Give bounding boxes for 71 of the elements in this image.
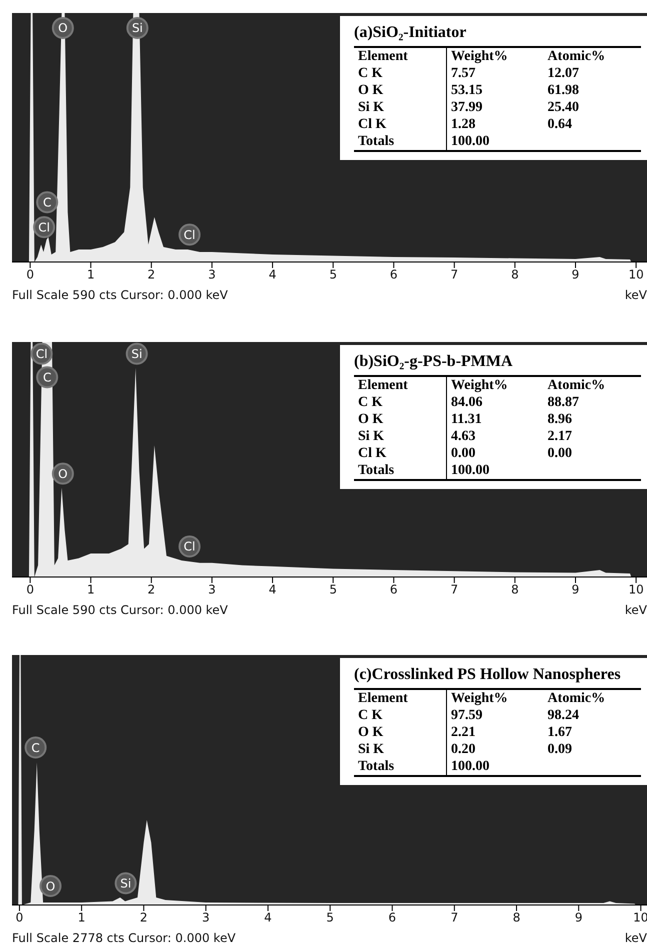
x-tick-label: 3 (208, 268, 216, 282)
x-tick-label: 0 (26, 582, 34, 597)
annotation: Cl (184, 228, 196, 242)
text: Element Weight% Atomic% (358, 49, 606, 64)
text: Totals 100.00 (358, 463, 490, 478)
x-tick-label: 10 (628, 268, 644, 282)
x-tick-label: 8 (511, 268, 519, 282)
x-tick-label: 6 (390, 268, 398, 282)
text: C K 97.59 98.24 (358, 708, 580, 723)
text: C K 7.57 12.07 (358, 66, 580, 81)
annotation: O (58, 21, 68, 36)
x-tick-label: 6 (390, 582, 398, 597)
text: O K 53.15 61.98 (358, 83, 580, 98)
x-tick-label: 7 (450, 268, 458, 282)
x-tick-label: 3 (208, 582, 216, 597)
x-tick-label: 3 (202, 910, 210, 925)
annotation: Cl (38, 220, 50, 234)
text: C K 84.06 88.87 (358, 395, 580, 410)
annotation: Cl (184, 540, 196, 554)
x-tick-label: 9 (572, 268, 580, 282)
x-tick-label: 4 (268, 268, 276, 282)
text: Totals 100.00 (358, 134, 490, 149)
text: Si K 4.63 2.17 (358, 429, 572, 444)
x-axis-title: keV (624, 288, 647, 302)
x-tick-label: 5 (326, 910, 334, 925)
chart-title: (c)Crosslinked PS Hollow Nanospheres (354, 666, 621, 683)
annotation: C (42, 196, 52, 210)
x-tick-label: 9 (572, 582, 580, 597)
x-tick-label: 7 (450, 910, 458, 925)
annotation: Si (131, 347, 142, 362)
chart-title: (b)SiO₂-g-PS-b-PMMA (354, 353, 513, 370)
x-tick-label: 5 (329, 268, 337, 282)
annotation: Cl (36, 347, 48, 362)
x-tick-label: 8 (511, 582, 519, 597)
x-tick-label: 2 (148, 268, 156, 282)
x-tick-label: 7 (450, 582, 458, 597)
x-tick-label: 6 (388, 910, 396, 925)
x-tick-label: 4 (268, 582, 276, 597)
x-tick-label: 5 (329, 582, 337, 597)
x-tick-label: 2 (140, 910, 148, 925)
annotation: Si (120, 876, 132, 891)
x-tick-label: 4 (264, 910, 272, 925)
x-tick-label: 1 (86, 582, 95, 597)
text: Totals 100.00 (358, 759, 490, 774)
text: Cl K 1.28 0.64 (358, 117, 572, 132)
x-tick-label: 8 (512, 910, 520, 925)
x-axis-title: keV (624, 603, 647, 617)
text: Si K 37.99 25.40 (358, 100, 580, 115)
x-tick-label: 0 (26, 268, 34, 282)
x-tick-label: 9 (574, 910, 582, 925)
x-axis-title: keV (624, 931, 647, 945)
annotation: Si (132, 21, 143, 36)
chart-title: (a)SiO₂-Initiator (354, 24, 466, 41)
x-tick-label: 2 (148, 582, 156, 597)
text: Element Weight% Atomic% (358, 691, 606, 706)
x-tick-label: 1 (86, 268, 95, 282)
text: Element Weight% Atomic% (358, 378, 606, 393)
text: O K 11.31 8.96 (358, 412, 572, 427)
text: Full Scale 590 cts Cursor: 0.000 keV (12, 603, 228, 617)
text: Full Scale 590 cts Cursor: 0.000 keV (12, 288, 228, 302)
text: Full Scale 2778 cts Cursor: 0.000 keV (12, 931, 236, 945)
annotation: O (46, 879, 56, 894)
text: Cl K 0.00 0.00 (358, 446, 572, 461)
text: Si K 0.20 0.09 (358, 742, 572, 757)
annotation: C (42, 370, 52, 385)
x-tick-label: 10 (628, 582, 644, 597)
annotation: O (58, 466, 68, 481)
x-tick-label: 0 (16, 910, 24, 925)
text: O K 2.21 1.67 (358, 725, 572, 740)
annotation: C (31, 740, 40, 755)
x-tick-label: 1 (78, 910, 86, 925)
